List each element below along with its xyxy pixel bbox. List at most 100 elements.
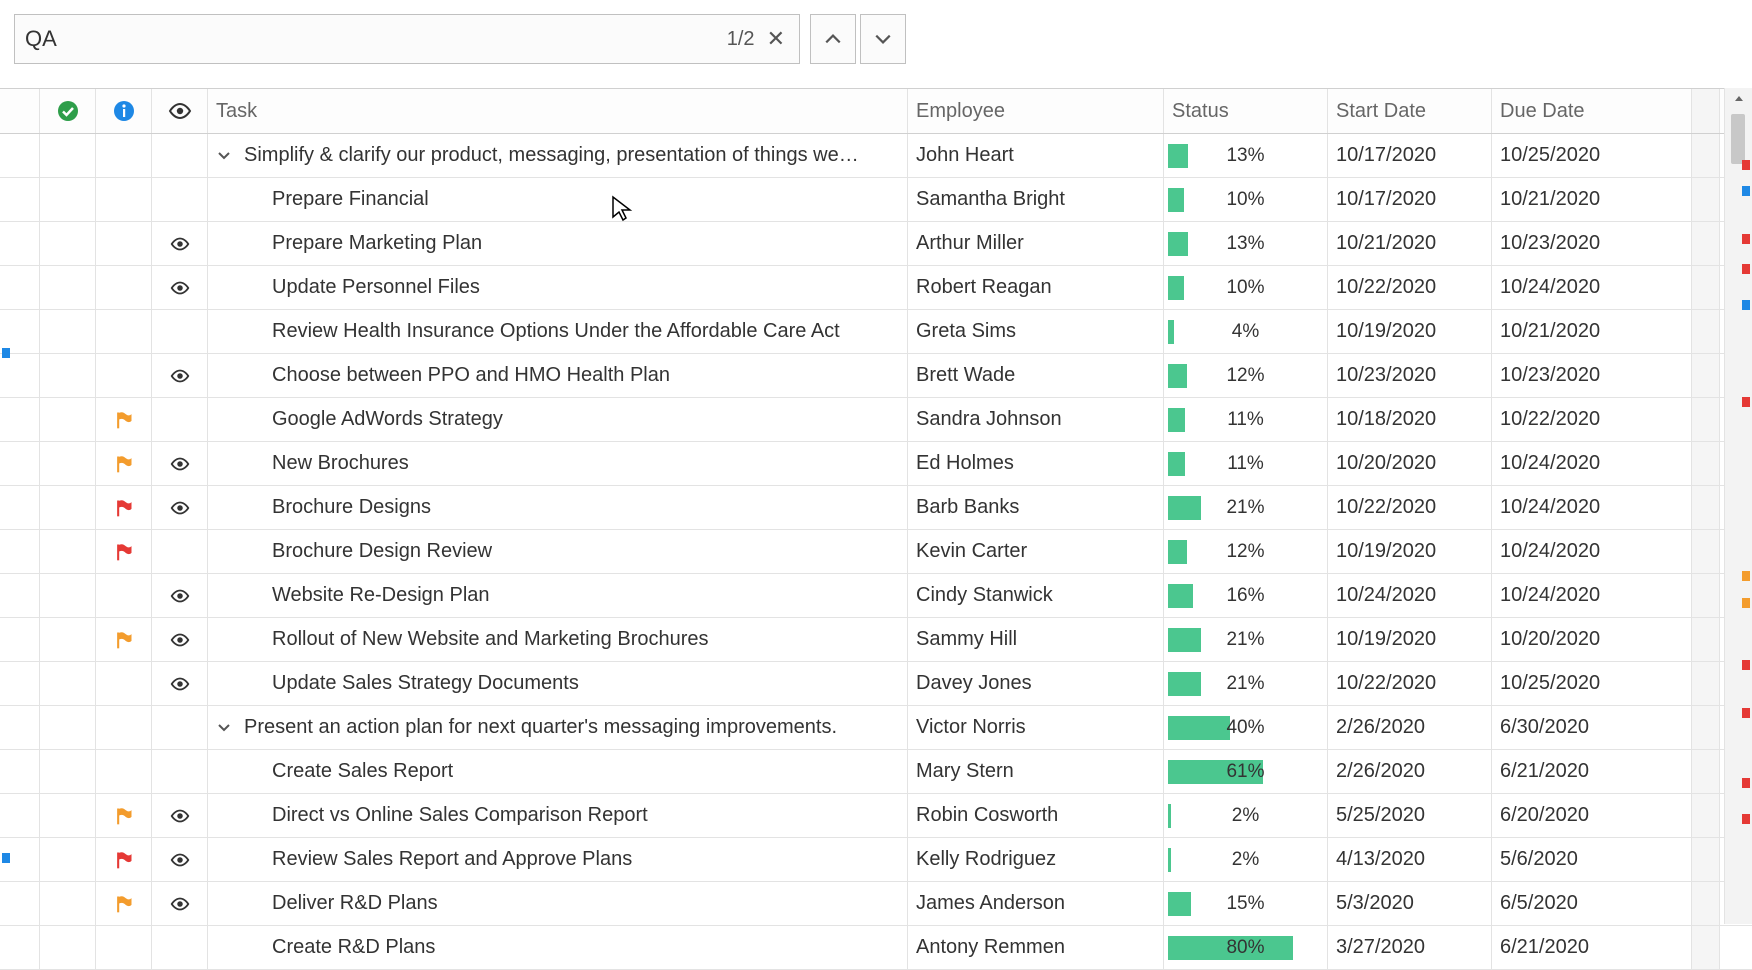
row-check-cell[interactable] (40, 310, 96, 353)
header-start-date[interactable]: Start Date (1328, 89, 1492, 133)
table-row[interactable]: Choose between PPO and HMO Health Plan B… (0, 354, 1752, 398)
row-flag-cell[interactable] (96, 398, 152, 441)
vertical-scrollbar[interactable] (1724, 88, 1752, 924)
row-task-cell[interactable]: Present an action plan for next quarter'… (208, 706, 908, 749)
row-flag-cell[interactable] (96, 354, 152, 397)
row-task-cell[interactable]: New Brochures (208, 442, 908, 485)
row-flag-cell[interactable] (96, 838, 152, 881)
row-check-cell[interactable] (40, 926, 96, 969)
row-flag-cell[interactable] (96, 442, 152, 485)
row-watch-cell[interactable] (152, 706, 208, 749)
row-flag-cell[interactable] (96, 750, 152, 793)
search-next-button[interactable] (860, 14, 906, 64)
table-row[interactable]: Create R&D Plans Antony Remmen 80% 3/27/… (0, 926, 1752, 970)
row-task-cell[interactable]: Prepare Marketing Plan (208, 222, 908, 265)
row-flag-cell[interactable] (96, 310, 152, 353)
row-watch-cell[interactable] (152, 838, 208, 881)
row-check-cell[interactable] (40, 794, 96, 837)
row-flag-cell[interactable] (96, 794, 152, 837)
row-check-cell[interactable] (40, 838, 96, 881)
row-check-cell[interactable] (40, 354, 96, 397)
scroll-thumb[interactable] (1731, 114, 1745, 164)
scroll-up-button[interactable] (1725, 88, 1752, 110)
row-flag-cell[interactable] (96, 662, 152, 705)
row-flag-cell[interactable] (96, 574, 152, 617)
search-input[interactable] (25, 26, 727, 52)
table-row[interactable]: Rollout of New Website and Marketing Bro… (0, 618, 1752, 662)
table-row[interactable]: Simplify & clarify our product, messagin… (0, 134, 1752, 178)
row-task-cell[interactable]: Create Sales Report (208, 750, 908, 793)
row-check-cell[interactable] (40, 574, 96, 617)
row-check-cell[interactable] (40, 178, 96, 221)
row-task-cell[interactable]: Prepare Financial (208, 178, 908, 221)
row-task-cell[interactable]: Create R&D Plans (208, 926, 908, 969)
row-check-cell[interactable] (40, 222, 96, 265)
row-check-cell[interactable] (40, 134, 96, 177)
row-check-cell[interactable] (40, 618, 96, 661)
table-row[interactable]: Create Sales Report Mary Stern 61% 2/26/… (0, 750, 1752, 794)
row-flag-cell[interactable] (96, 178, 152, 221)
row-task-cell[interactable]: Simplify & clarify our product, messagin… (208, 134, 908, 177)
row-watch-cell[interactable] (152, 486, 208, 529)
row-flag-cell[interactable] (96, 706, 152, 749)
row-check-cell[interactable] (40, 486, 96, 529)
table-row[interactable]: New Brochures Ed Holmes 11% 10/20/202010… (0, 442, 1752, 486)
row-task-cell[interactable]: Google AdWords Strategy (208, 398, 908, 441)
row-watch-cell[interactable] (152, 530, 208, 573)
table-row[interactable]: Direct vs Online Sales Comparison Report… (0, 794, 1752, 838)
row-task-cell[interactable]: Brochure Designs (208, 486, 908, 529)
row-check-cell[interactable] (40, 266, 96, 309)
expand-toggle[interactable] (216, 718, 236, 738)
row-watch-cell[interactable] (152, 618, 208, 661)
table-row[interactable]: Review Health Insurance Options Under th… (0, 310, 1752, 354)
header-watch[interactable] (152, 89, 208, 133)
row-watch-cell[interactable] (152, 794, 208, 837)
row-watch-cell[interactable] (152, 310, 208, 353)
row-task-cell[interactable]: Update Personnel Files (208, 266, 908, 309)
row-check-cell[interactable] (40, 750, 96, 793)
row-task-cell[interactable]: Direct vs Online Sales Comparison Report (208, 794, 908, 837)
row-check-cell[interactable] (40, 662, 96, 705)
row-check-cell[interactable] (40, 706, 96, 749)
row-task-cell[interactable]: Choose between PPO and HMO Health Plan (208, 354, 908, 397)
expand-toggle[interactable] (216, 146, 236, 166)
row-task-cell[interactable]: Review Health Insurance Options Under th… (208, 310, 908, 353)
row-watch-cell[interactable] (152, 574, 208, 617)
row-watch-cell[interactable] (152, 178, 208, 221)
row-flag-cell[interactable] (96, 486, 152, 529)
table-row[interactable]: Update Sales Strategy Documents Davey Jo… (0, 662, 1752, 706)
header-info[interactable] (96, 89, 152, 133)
row-flag-cell[interactable] (96, 266, 152, 309)
row-watch-cell[interactable] (152, 398, 208, 441)
table-row[interactable]: Review Sales Report and Approve Plans Ke… (0, 838, 1752, 882)
row-task-cell[interactable]: Deliver R&D Plans (208, 882, 908, 925)
row-watch-cell[interactable] (152, 354, 208, 397)
header-task[interactable]: Task (208, 89, 908, 133)
search-clear-button[interactable]: ✕ (763, 26, 789, 52)
table-row[interactable]: Brochure Design Review Kevin Carter 12% … (0, 530, 1752, 574)
row-watch-cell[interactable] (152, 750, 208, 793)
table-row[interactable]: Deliver R&D Plans James Anderson 15% 5/3… (0, 882, 1752, 926)
search-prev-button[interactable] (810, 14, 856, 64)
row-watch-cell[interactable] (152, 134, 208, 177)
row-flag-cell[interactable] (96, 222, 152, 265)
row-check-cell[interactable] (40, 882, 96, 925)
row-flag-cell[interactable] (96, 530, 152, 573)
row-task-cell[interactable]: Review Sales Report and Approve Plans (208, 838, 908, 881)
table-row[interactable]: Prepare Financial Samantha Bright 10% 10… (0, 178, 1752, 222)
row-task-cell[interactable]: Rollout of New Website and Marketing Bro… (208, 618, 908, 661)
table-row[interactable]: Update Personnel Files Robert Reagan 10%… (0, 266, 1752, 310)
header-status[interactable]: Status (1164, 89, 1328, 133)
row-check-cell[interactable] (40, 530, 96, 573)
row-check-cell[interactable] (40, 398, 96, 441)
row-task-cell[interactable]: Brochure Design Review (208, 530, 908, 573)
row-task-cell[interactable]: Website Re-Design Plan (208, 574, 908, 617)
header-employee[interactable]: Employee (908, 89, 1164, 133)
table-row[interactable]: Present an action plan for next quarter'… (0, 706, 1752, 750)
row-watch-cell[interactable] (152, 442, 208, 485)
header-due-date[interactable]: Due Date (1492, 89, 1692, 133)
row-watch-cell[interactable] (152, 926, 208, 969)
row-task-cell[interactable]: Update Sales Strategy Documents (208, 662, 908, 705)
row-watch-cell[interactable] (152, 882, 208, 925)
table-row[interactable]: Google AdWords Strategy Sandra Johnson 1… (0, 398, 1752, 442)
